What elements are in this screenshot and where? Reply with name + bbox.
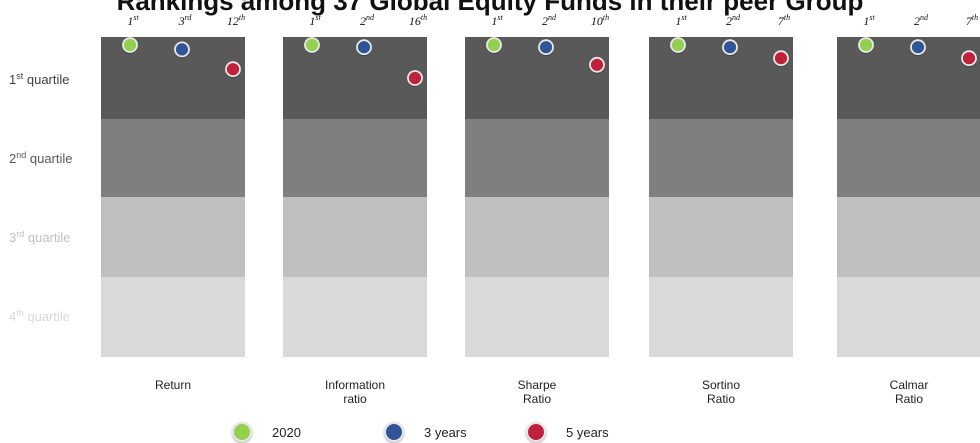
category-label: Information [325,378,385,392]
category-label: Return [155,378,191,392]
data-point-2020 [670,37,686,53]
quartile-label-1: 1st quartile [9,71,70,87]
legend: 2020 3 years 5 years [232,422,732,442]
data-point-5-years [225,61,241,78]
data-point-3-years [356,39,372,56]
data-point-5-years [589,56,605,73]
quartile-band-3 [649,197,793,277]
chart-title: Rankings among 37 Global Equity Funds in… [116,0,864,16]
rank-label: 2nd [542,13,557,28]
data-point-3-years [174,41,190,58]
data-point-3-years [722,39,738,56]
data-point-2020 [858,37,874,53]
legend-label: 3 years [424,424,467,440]
quartile-band-1 [649,37,793,119]
quartile-band-3 [101,197,245,277]
quartile-band-2 [283,119,427,197]
quartile-label-2: 2nd quartile [9,150,73,166]
data-point-3-years [910,39,926,56]
rank-label: 7th [966,13,978,28]
data-point-5-years [961,50,977,67]
rank-label: 2nd [914,13,929,28]
quartile-label-3: 3rd quartile [9,229,71,245]
category-label: Ratio [895,392,923,406]
data-point-2020 [122,37,138,53]
quartile-band-1 [837,37,980,119]
rank-label: 1st [309,13,321,28]
legend-item: 3 years [384,422,467,442]
legend-item: 2020 [232,422,301,442]
legend-item: 5 years [526,422,609,442]
quartile-band-4 [101,277,245,357]
quartile-band-3 [465,197,609,277]
data-point-5-years [773,50,789,67]
quartile-band-2 [465,119,609,197]
category-label: Sharpe [518,378,557,392]
legend-label: 5 years [566,424,609,440]
category-label: ratio [343,392,367,406]
legend-swatch [232,422,252,442]
rank-label: 16th [409,13,427,28]
legend-swatch [384,422,404,442]
rank-label: 12th [227,13,245,28]
rank-label: 1st [127,13,139,28]
quartile-band-4 [837,277,980,357]
data-point-2020 [304,37,320,53]
quartile-label-4: 4th quartile [9,308,70,324]
legend-label: 2020 [272,424,301,440]
quartile-band-2 [101,119,245,197]
data-point-2020 [486,37,502,53]
rank-label: 10th [591,13,609,28]
quartile-band-1 [283,37,427,119]
rank-label: 1st [863,13,875,28]
quartile-band-2 [837,119,980,197]
category-label: Ratio [523,392,551,406]
category-label: Calmar [890,378,929,392]
quartile-band-3 [837,197,980,277]
category-label: Ratio [707,392,735,406]
quartile-band-1 [465,37,609,119]
quartile-band-4 [283,277,427,357]
quartile-band-3 [283,197,427,277]
rank-label: 1st [675,13,687,28]
rank-label: 1st [491,13,503,28]
quartile-band-2 [649,119,793,197]
rank-label: 2nd [360,13,375,28]
rank-label: 7th [778,13,790,28]
quartile-band-1 [101,37,245,119]
quartile-band-4 [649,277,793,357]
quartile-band-4 [465,277,609,357]
category-label: Sortino [702,378,740,392]
data-point-3-years [538,39,554,56]
legend-swatch [526,422,546,442]
rank-label: 2nd [726,13,741,28]
rank-label: 3rd [178,13,193,28]
data-point-5-years [407,70,423,86]
